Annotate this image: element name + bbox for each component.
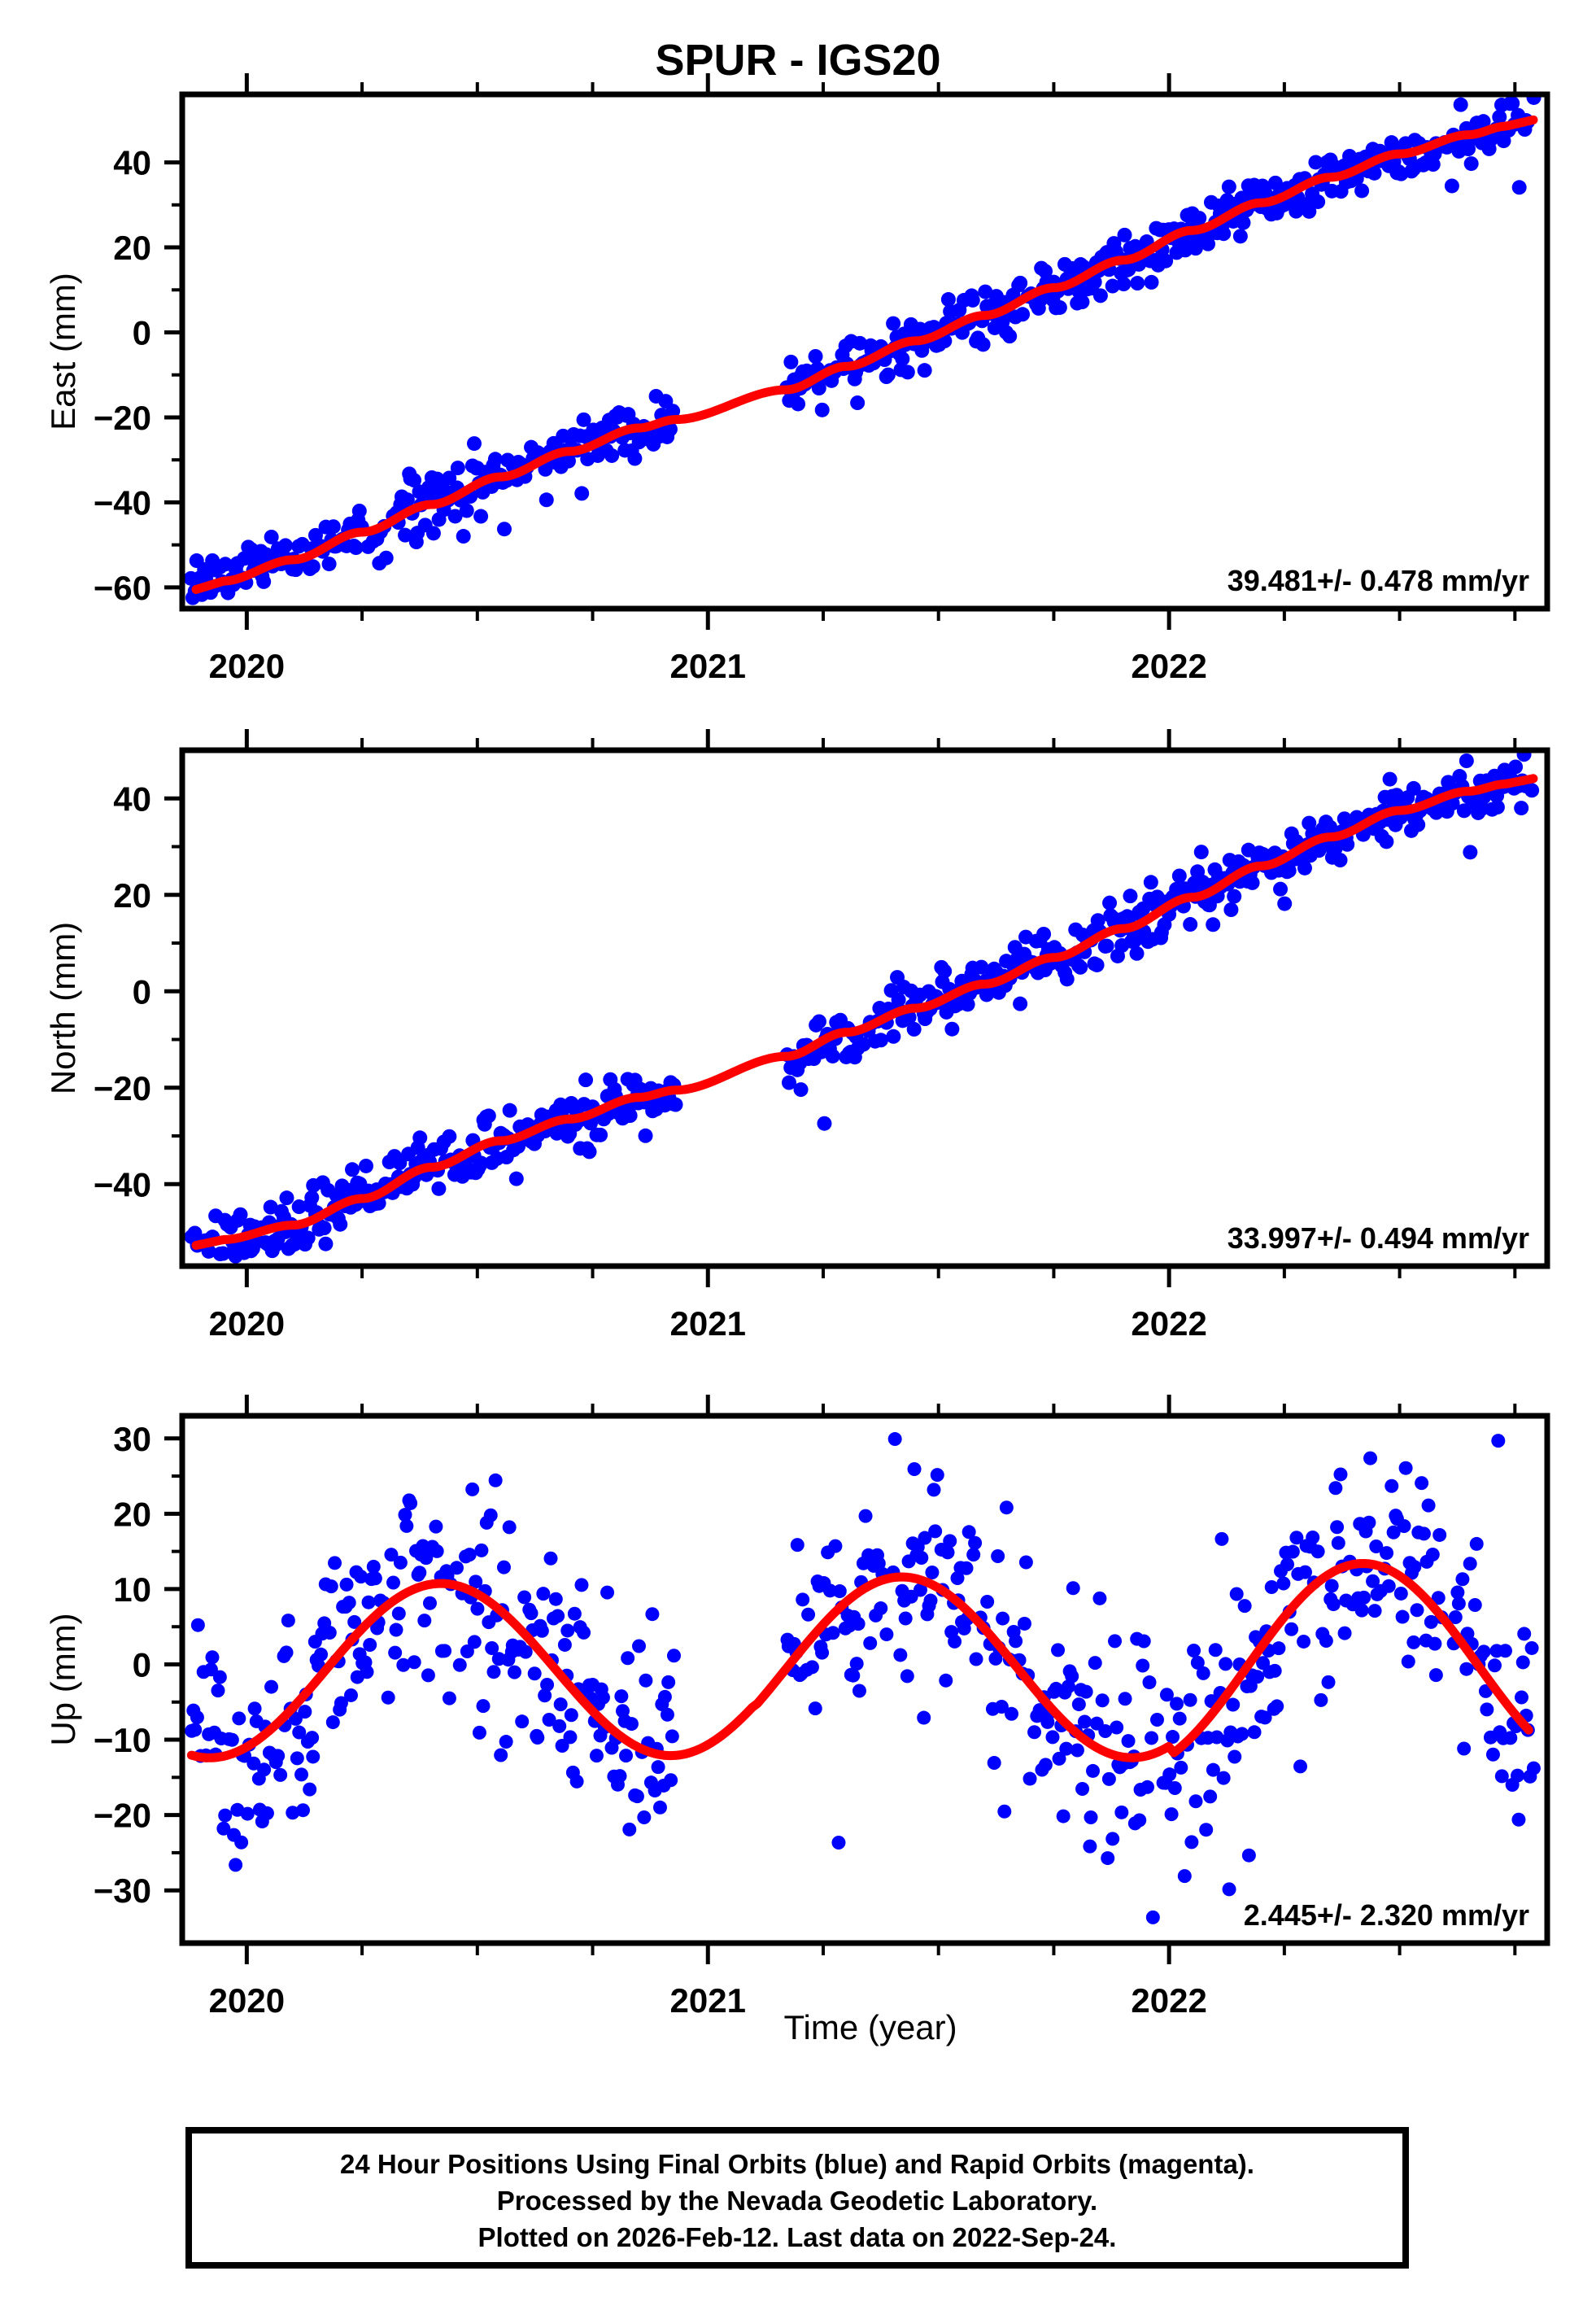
x-tick-label: 2021 — [670, 647, 746, 685]
y-tick-label-east: −40 — [94, 483, 151, 522]
rate-annotation-east: 39.481+/- 0.478 mm/yr — [1228, 564, 1529, 597]
y-tick-label-north: 0 — [133, 972, 151, 1011]
y-tick-label-up: 0 — [133, 1645, 151, 1684]
caption-line-3: Plotted on 2026-Feb-12. Last data on 202… — [478, 2222, 1117, 2252]
page-title: SPUR - IGS20 — [655, 36, 940, 85]
caption-line-1: 24 Hour Positions Using Final Orbits (bl… — [340, 2149, 1254, 2179]
y-tick-label-up: 20 — [113, 1495, 151, 1533]
scatter-points-up — [185, 1432, 1541, 1924]
y-tick-label-up: −20 — [94, 1797, 151, 1835]
x-tick-label: 2022 — [1131, 1304, 1206, 1343]
x-tick-label: 2022 — [1131, 1981, 1206, 2020]
caption-box — [185, 2127, 1409, 2269]
y-tick-label-north: 20 — [113, 876, 151, 915]
x-axis-label: Time (year) — [783, 2008, 957, 2046]
rate-annotation-north: 33.997+/- 0.494 mm/yr — [1228, 1221, 1529, 1255]
y-tick-label-north: −20 — [94, 1069, 151, 1107]
panel-up: 30 20 10 0 −10 −20 −30 2020 2021 2022 Up (mm) 2.445… — [44, 1395, 1550, 2020]
x-tick-label: 2020 — [209, 1304, 285, 1343]
y-tick-label-east: 0 — [133, 313, 151, 352]
y-axis-label-east: East (mm) — [44, 273, 82, 430]
x-tick-label: 2021 — [670, 1981, 746, 2020]
caption-line-2: Processed by the Nevada Geodetic Laborat… — [497, 2186, 1097, 2216]
y-tick-label-up: −10 — [94, 1721, 151, 1759]
rate-annotation-up: 2.445+/- 2.320 mm/yr — [1244, 1898, 1529, 1932]
y-tick-label-east: 20 — [113, 229, 151, 267]
y-tick-label-east: −60 — [94, 569, 151, 607]
fit-line-east — [191, 115, 1538, 594]
x-tick-label: 2020 — [209, 647, 285, 685]
y-axis-label-up: Up (mm) — [44, 1613, 82, 1745]
x-tick-label: 2020 — [209, 1981, 285, 2020]
fit-line-north — [191, 774, 1538, 1251]
y-tick-label-up: 30 — [113, 1420, 151, 1458]
y-tick-label-north: −40 — [94, 1165, 151, 1203]
panel-north: 40 20 0 −20 −40 2020 2021 2022 North (mm) 33.997+… — [44, 729, 1550, 1343]
x-tick-label: 2021 — [670, 1304, 746, 1343]
panel-east: 40 20 0 −20 −40 −60 2020 2021 2022 East (mm) 39.48… — [44, 73, 1550, 685]
fit-line-up — [186, 1558, 1533, 1762]
x-tick-label: 2022 — [1131, 647, 1206, 685]
y-tick-label-up: 10 — [113, 1570, 151, 1609]
y-axis-label-north: North (mm) — [44, 922, 82, 1094]
y-tick-label-north: 40 — [113, 780, 151, 818]
y-tick-label-up: −30 — [94, 1871, 151, 1910]
y-tick-label-east: 40 — [113, 144, 151, 182]
y-tick-label-east: −20 — [94, 399, 151, 437]
